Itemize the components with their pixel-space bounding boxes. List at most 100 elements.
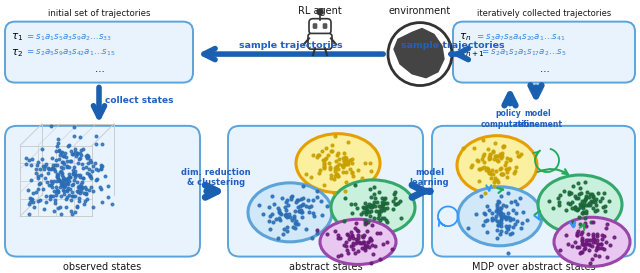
Point — [49, 178, 59, 183]
Point — [69, 178, 79, 182]
Point — [312, 195, 323, 200]
Point — [559, 189, 570, 193]
Point — [564, 192, 574, 196]
Point — [588, 237, 598, 241]
Point — [77, 166, 88, 170]
Point — [294, 209, 305, 213]
Point — [53, 141, 63, 145]
Point — [72, 189, 82, 194]
Point — [64, 143, 74, 147]
Point — [340, 240, 351, 245]
Point — [20, 162, 31, 166]
Point — [581, 211, 591, 215]
Point — [96, 166, 106, 170]
Point — [280, 213, 290, 217]
Point — [590, 200, 600, 204]
Point — [502, 175, 513, 179]
Point — [78, 176, 88, 180]
Point — [60, 182, 70, 186]
Point — [492, 202, 502, 206]
Point — [366, 238, 376, 242]
Point — [24, 212, 34, 216]
Point — [52, 176, 63, 180]
Point — [563, 242, 573, 246]
Point — [586, 257, 596, 261]
Point — [340, 156, 350, 161]
Point — [306, 204, 316, 209]
Point — [28, 191, 38, 195]
Point — [490, 177, 500, 182]
Point — [598, 247, 609, 251]
Point — [496, 166, 506, 171]
Point — [74, 199, 84, 203]
Point — [495, 152, 505, 157]
Point — [578, 210, 588, 214]
Point — [487, 217, 497, 222]
Point — [500, 215, 510, 220]
Point — [366, 204, 376, 209]
Point — [287, 225, 298, 229]
Point — [339, 159, 349, 163]
Point — [342, 232, 352, 236]
Point — [76, 182, 86, 186]
Point — [359, 206, 369, 210]
Point — [27, 197, 37, 202]
Point — [21, 156, 31, 160]
Point — [69, 124, 79, 129]
Point — [45, 182, 56, 187]
Point — [62, 165, 72, 169]
Point — [72, 152, 82, 156]
Point — [360, 161, 371, 165]
Polygon shape — [394, 28, 444, 78]
Point — [297, 203, 307, 207]
Point — [331, 159, 341, 163]
Point — [609, 235, 619, 239]
Point — [595, 198, 605, 203]
Point — [595, 246, 605, 251]
Point — [51, 185, 61, 189]
Point — [458, 146, 468, 151]
Point — [497, 172, 508, 176]
Point — [38, 207, 49, 212]
Point — [33, 174, 44, 179]
Point — [516, 152, 526, 157]
Point — [572, 233, 582, 237]
Point — [367, 243, 377, 247]
Point — [396, 216, 406, 220]
Point — [605, 243, 615, 247]
Point — [501, 160, 511, 164]
Point — [580, 179, 590, 184]
Point — [294, 209, 304, 213]
Point — [58, 184, 68, 188]
Point — [285, 215, 295, 219]
Point — [579, 242, 589, 246]
Text: $\tau_2$: $\tau_2$ — [11, 47, 23, 59]
Point — [49, 188, 60, 193]
Point — [341, 162, 351, 167]
Point — [48, 194, 58, 198]
Point — [500, 203, 511, 208]
Point — [593, 191, 603, 195]
Point — [51, 158, 61, 162]
Point — [577, 203, 587, 207]
Point — [579, 204, 589, 208]
Point — [345, 167, 355, 171]
Point — [596, 242, 606, 246]
Point — [572, 207, 582, 212]
Point — [496, 172, 506, 176]
Point — [601, 226, 611, 230]
Point — [322, 204, 332, 208]
Ellipse shape — [554, 217, 630, 266]
Point — [340, 162, 350, 167]
Point — [312, 228, 323, 232]
Point — [333, 151, 344, 155]
Point — [74, 156, 84, 161]
Point — [355, 212, 365, 216]
Point — [380, 216, 390, 220]
Point — [81, 191, 91, 195]
Point — [62, 177, 72, 181]
Point — [580, 241, 591, 245]
Point — [575, 251, 585, 255]
Point — [65, 179, 75, 183]
Point — [508, 208, 518, 212]
